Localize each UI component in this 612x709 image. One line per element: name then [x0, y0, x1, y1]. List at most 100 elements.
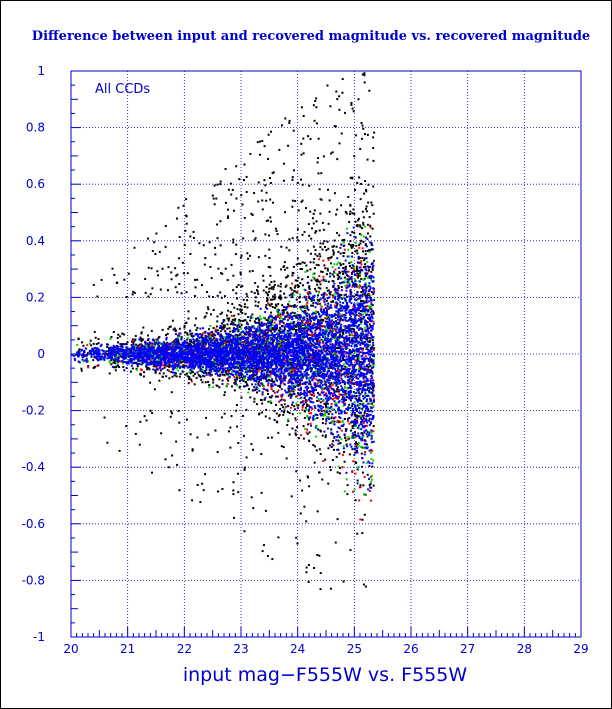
data-point [360, 314, 363, 317]
data-point [296, 290, 299, 293]
data-point [323, 387, 326, 390]
data-point [257, 292, 260, 295]
data-point [369, 475, 372, 478]
data-point [326, 267, 329, 270]
data-point [329, 105, 332, 108]
data-point [313, 334, 316, 337]
data-point [247, 346, 250, 349]
data-point [352, 266, 355, 269]
data-point [226, 314, 229, 317]
data-point [364, 382, 367, 385]
data-point [338, 108, 341, 111]
data-point [163, 366, 166, 369]
data-point [319, 304, 322, 307]
data-point [279, 298, 282, 301]
data-point [283, 411, 286, 414]
data-point [364, 585, 367, 588]
data-point [145, 419, 148, 422]
data-point [300, 319, 303, 322]
data-point [216, 320, 219, 323]
data-point [245, 408, 248, 411]
data-point [343, 460, 346, 463]
data-point [269, 198, 272, 201]
data-point [263, 385, 266, 388]
data-point [140, 338, 143, 341]
data-point [359, 285, 362, 288]
data-point [297, 325, 300, 328]
data-point [302, 425, 305, 428]
data-point [366, 325, 369, 328]
data-point [283, 328, 286, 331]
data-point [269, 326, 272, 329]
data-point [318, 554, 321, 557]
data-point [277, 341, 280, 344]
data-point [307, 418, 310, 421]
data-point [216, 237, 219, 240]
data-point [311, 407, 314, 410]
data-point [318, 448, 321, 451]
data-point [324, 328, 327, 331]
data-point [269, 341, 272, 344]
data-point [194, 355, 197, 358]
data-point [281, 344, 284, 347]
data-point [317, 311, 320, 314]
data-point [291, 237, 294, 240]
data-point [180, 359, 183, 362]
data-point [307, 423, 310, 426]
data-point [305, 408, 308, 411]
data-point [304, 360, 307, 363]
data-point [238, 178, 241, 181]
data-point [254, 317, 257, 320]
data-point [225, 201, 228, 204]
data-point [340, 360, 343, 363]
data-point [233, 314, 236, 317]
data-point [203, 375, 206, 378]
data-point [315, 317, 318, 320]
data-point [356, 416, 359, 419]
data-point [90, 344, 93, 347]
data-point [357, 276, 360, 279]
data-point [335, 346, 338, 349]
data-point [132, 342, 135, 345]
data-point [178, 257, 181, 260]
data-point [358, 246, 361, 249]
data-point [324, 279, 327, 282]
data-point [271, 323, 274, 326]
data-point [243, 530, 246, 533]
data-point [363, 431, 366, 434]
data-point [301, 337, 304, 340]
data-point [350, 339, 353, 342]
data-point [227, 188, 230, 191]
data-point [361, 347, 364, 350]
data-point [346, 376, 349, 379]
data-point [177, 206, 180, 209]
data-point [259, 153, 262, 156]
data-point [166, 341, 169, 344]
data-point [243, 378, 246, 381]
data-point [189, 235, 192, 238]
data-point [326, 416, 329, 419]
data-point [146, 366, 149, 369]
data-point [148, 368, 151, 371]
data-point [345, 439, 348, 442]
data-point [271, 306, 274, 309]
data-point [256, 368, 259, 371]
data-point [350, 246, 353, 249]
data-point [322, 325, 325, 328]
data-point [290, 321, 293, 324]
data-point [329, 385, 332, 388]
data-point [333, 192, 336, 195]
data-point [322, 155, 325, 158]
data-point [365, 462, 368, 465]
data-point [359, 415, 362, 418]
data-point [119, 335, 122, 338]
data-point [252, 350, 255, 353]
data-point [356, 419, 359, 422]
data-point [295, 470, 298, 473]
data-point [330, 352, 333, 355]
data-point [357, 358, 360, 361]
data-point [207, 380, 210, 383]
data-point [356, 252, 359, 255]
data-point [178, 283, 181, 286]
data-point [366, 424, 369, 427]
